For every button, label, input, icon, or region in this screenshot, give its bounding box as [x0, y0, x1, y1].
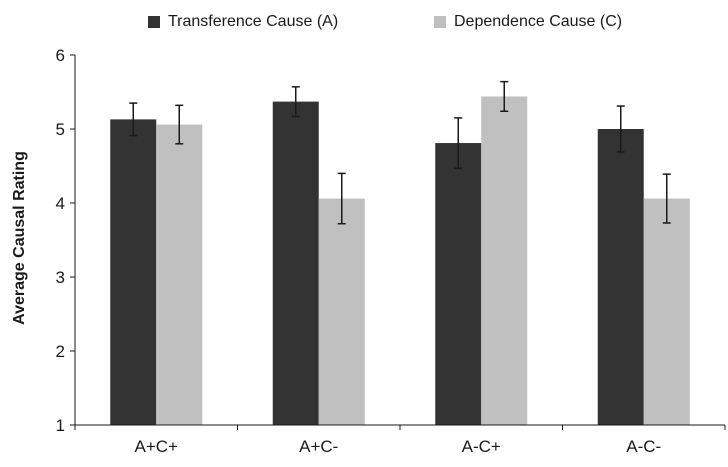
legend-item-transference: Transference Cause (A) [148, 13, 338, 31]
legend-swatch-transference [148, 16, 160, 28]
legend: Transference Cause (A) Dependence Cause … [0, 13, 728, 35]
bar-dependence-A+C+ [156, 124, 203, 425]
legend-item-dependence: Dependence Cause (C) [434, 13, 622, 31]
x-tick-label: A+C+ [135, 437, 179, 456]
legend-label-transference: Transference Cause (A) [168, 13, 339, 30]
y-tick-label: 4 [56, 194, 65, 213]
y-tick-label: 5 [56, 120, 65, 139]
bar-dependence-A-C- [643, 198, 690, 425]
y-tick-label: 2 [56, 342, 65, 361]
legend-swatch-dependence [434, 16, 446, 28]
bar-dependence-A-C+ [481, 96, 528, 425]
y-tick-label: 3 [56, 268, 65, 287]
x-tick-label: A-C+ [462, 437, 501, 456]
bar-dependence-A+C- [318, 198, 365, 425]
bar-transference-A-C- [597, 129, 644, 425]
x-tick-label: A-C- [626, 437, 661, 456]
x-tick-label: A+C- [299, 437, 338, 456]
y-tick-label: 6 [56, 46, 65, 65]
bar-transference-A-C+ [435, 143, 482, 425]
y-tick-label: 1 [56, 416, 65, 435]
bar-transference-A+C+ [110, 119, 157, 425]
bar-transference-A+C- [272, 101, 319, 426]
legend-label-dependence: Dependence Cause (C) [454, 13, 623, 30]
